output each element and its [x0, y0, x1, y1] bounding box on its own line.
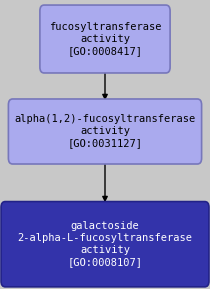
Text: galactoside
2-alpha-L-fucosyltransferase
activity
[GO:0008107]: galactoside 2-alpha-L-fucosyltransferase…: [17, 221, 193, 267]
FancyBboxPatch shape: [8, 99, 202, 164]
FancyBboxPatch shape: [1, 202, 209, 287]
FancyBboxPatch shape: [40, 5, 170, 73]
Text: fucosyltransferase
activity
[GO:0008417]: fucosyltransferase activity [GO:0008417]: [49, 22, 161, 56]
Text: alpha(1,2)-fucosyltransferase
activity
[GO:0031127]: alpha(1,2)-fucosyltransferase activity […: [14, 114, 196, 149]
